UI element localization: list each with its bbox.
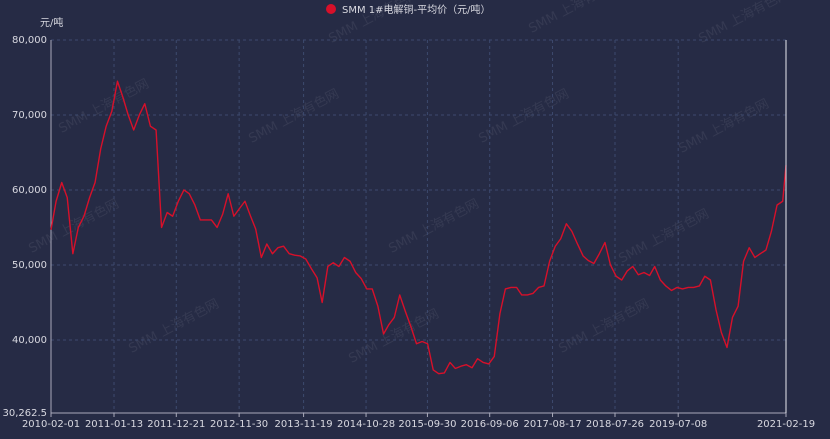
y-tick-label: 30,262.5 [2,408,47,419]
x-tick-label: 2013-11-19 [275,419,333,430]
y-tick-label: 80,000 [12,35,47,46]
price-line [50,80,787,375]
x-tick-label: 2019-07-08 [649,419,707,430]
x-tick-label: 2011-01-13 [85,419,143,430]
y-tick-label: 40,000 [12,335,47,346]
x-tick-label: 2015-09-30 [398,419,456,430]
x-tick-label: 2021-02-19 [757,419,815,430]
x-tick-label: 2011-12-21 [147,419,205,430]
x-tick-label: 2010-02-01 [22,419,80,430]
y-tick-label: 60,000 [12,185,47,196]
x-tick-label: 2017-08-17 [523,419,581,430]
y-axis-label: 元/吨 [40,16,63,29]
legend-label: SMM 1#电解铜-平均价（元/吨） [342,3,491,16]
x-tick-label: 2014-10-28 [337,419,395,430]
legend-marker [326,4,336,14]
y-tick-label: 50,000 [12,260,47,271]
x-tick-label: 2016-09-06 [461,419,519,430]
x-tick-label: 2018-07-26 [586,419,644,430]
x-tick-label: 2012-11-30 [210,419,268,430]
y-tick-label: 70,000 [12,110,47,121]
